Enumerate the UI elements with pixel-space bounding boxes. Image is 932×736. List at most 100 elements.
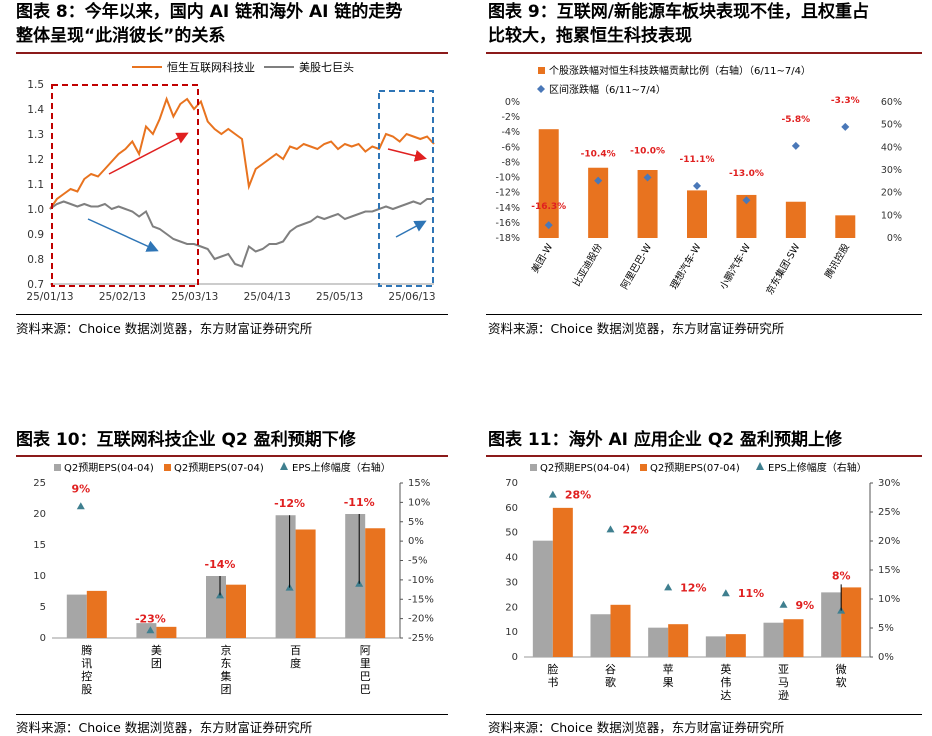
x-category-label: 百 (290, 644, 301, 657)
y-left-tick-label: 15 (33, 540, 46, 551)
y-right-tick-label: 25% (878, 507, 900, 518)
y-left-tick-label: -12% (495, 188, 520, 199)
fig9-source: 资料来源：Choice 数据浏览器，东方财富证券研究所 (488, 321, 785, 336)
contribution-bar (785, 201, 806, 238)
series-line-0 (49, 96, 435, 210)
legend-label-diamond: 区间涨跌幅（6/11~7/4） (549, 83, 666, 96)
y-left-tick-label: 25 (33, 478, 46, 489)
y-left-tick-label: -18% (495, 233, 520, 244)
x-category-label: 京东集团-SW (764, 241, 803, 297)
y-left-tick-label: 30 (505, 577, 518, 588)
y-left-tick-label: 0 (512, 652, 518, 663)
revision-triangle (146, 626, 155, 634)
x-tick-label: 25/03/13 (171, 291, 218, 303)
revision-data-label: 11% (738, 587, 764, 600)
x-category-label: 度 (290, 656, 301, 670)
fig9-title-rule (486, 52, 922, 54)
fig10-title: 图表 10：互联网科技企业 Q2 盈利预期下修 (16, 430, 356, 450)
revision-data-label: -14% (205, 558, 236, 571)
x-category-label: 软 (836, 675, 847, 689)
x-category-label: 脸 (547, 662, 558, 676)
return-data-label: -10.4% (581, 150, 616, 160)
x-tick-label: 25/04/13 (244, 291, 291, 303)
return-data-label: -5.8% (782, 115, 811, 125)
eps-bar-july (226, 584, 246, 638)
return-diamond (643, 173, 652, 182)
legend-swatch-triangle (280, 462, 288, 470)
legend-label-hsi: 恒生互联网科技业 (167, 60, 255, 74)
fig10-bottom-rule (16, 714, 448, 715)
fig9-chart: 个股涨跌幅对恒生科技跌幅贡献比例（右轴）（6/11~7/4） 区间涨跌幅（6/11… (495, 64, 902, 297)
legend-label-eps-july: Q2预期EPS(07-04) (650, 462, 740, 474)
eps-bar-july (841, 587, 862, 657)
y-right-tick-label: 10% (878, 594, 900, 605)
fig10-title-rule (16, 455, 448, 457)
eps-bar-april (763, 622, 784, 657)
x-category-label: 伟 (720, 676, 731, 689)
y-tick-label: 1.5 (27, 79, 44, 91)
y-right-tick-label: 20% (878, 536, 900, 547)
return-diamond (791, 141, 800, 150)
legend-swatch-eps-april (530, 464, 537, 471)
revision-triangle (548, 490, 557, 498)
y-right-tick-label: 40% (881, 142, 902, 153)
y-left-tick-label: 20 (33, 509, 46, 520)
y-left-tick-label: 20 (505, 602, 518, 613)
y-left-tick-label: 40 (505, 553, 518, 564)
revision-data-label: 22% (623, 523, 649, 536)
eps-bar-july (156, 626, 177, 638)
eps-bar-april (590, 614, 611, 657)
fig8-title-line1: 图表 8：今年以来，国内 AI 链和海外 AI 链的走势 (16, 2, 403, 22)
x-category-label: 腾 (81, 643, 92, 657)
x-category-label: 东 (221, 657, 232, 670)
revision-triangle (721, 589, 730, 597)
return-data-label: -16.3% (531, 202, 566, 212)
eps-bar-april (648, 627, 669, 657)
y-left-tick-label: 60 (505, 503, 518, 514)
trend-arrow-up-blue (395, 220, 427, 238)
revision-data-label: -11% (344, 496, 375, 509)
highlight-box-blue (378, 90, 434, 287)
legend-swatch-eps-july (640, 464, 647, 471)
fig8-title-line2: 整体呈现“此消彼长”的关系 (16, 26, 226, 46)
fig8-source: 资料来源：Choice 数据浏览器，东方财富证券研究所 (16, 321, 313, 336)
x-tick-label: 25/06/13 (388, 291, 435, 303)
y-right-tick-label: 20% (881, 188, 902, 199)
return-data-label: -10.0% (630, 147, 665, 157)
revision-data-label: -23% (135, 612, 166, 625)
y-right-tick-label: 5% (408, 517, 424, 528)
revision-data-label: 8% (832, 569, 851, 582)
x-tick-label: 25/05/13 (316, 291, 363, 303)
eps-bar-july (783, 619, 804, 657)
contribution-bar (588, 167, 609, 238)
x-tick-label: 25/02/13 (99, 291, 146, 303)
revision-triangle (76, 502, 85, 510)
y-left-tick-label: -2% (502, 112, 521, 123)
y-tick-label: 1.1 (27, 179, 44, 191)
y-left-tick-label: -14% (495, 203, 520, 214)
x-category-label: 腾讯控股 (822, 241, 852, 280)
x-category-label: 苹 (663, 662, 674, 676)
legend-label-eps-april: Q2预期EPS(04-04) (64, 462, 154, 474)
eps-bar-april (136, 623, 157, 638)
x-category-label: 谷 (605, 663, 616, 676)
eps-bar-april (275, 515, 296, 638)
x-category-label: 理想汽车-W (668, 241, 704, 292)
x-category-label: 亚 (778, 663, 789, 676)
fig11-chart: Q2预期EPS(04-04) Q2预期EPS(07-04) EPS上修幅度（右轴） 7… (505, 461, 900, 702)
return-diamond (544, 221, 553, 230)
eps-bar-july (725, 634, 746, 657)
fig8-chart: 恒生互联网科技业 美股七巨头 1.5 1.4 1.3 1.2 1.1 1.0 0.9 0.8 0.7… (26, 60, 435, 303)
revision-data-label: 9% (796, 599, 815, 612)
y-left-tick-label: 0 (40, 633, 46, 644)
y-left-tick-label: -6% (502, 142, 521, 153)
return-data-label: -11.1% (680, 155, 715, 165)
y-right-tick-label: -15% (408, 594, 434, 605)
fig8-bottom-rule (16, 314, 448, 315)
y-right-tick-label: 30% (878, 478, 900, 489)
legend-swatch-eps-april (54, 464, 61, 471)
y-right-tick-label: 10% (408, 497, 430, 508)
y-left-tick-label: -16% (495, 218, 520, 229)
eps-bar-july (295, 529, 316, 638)
y-right-tick-label: 30% (881, 165, 902, 176)
